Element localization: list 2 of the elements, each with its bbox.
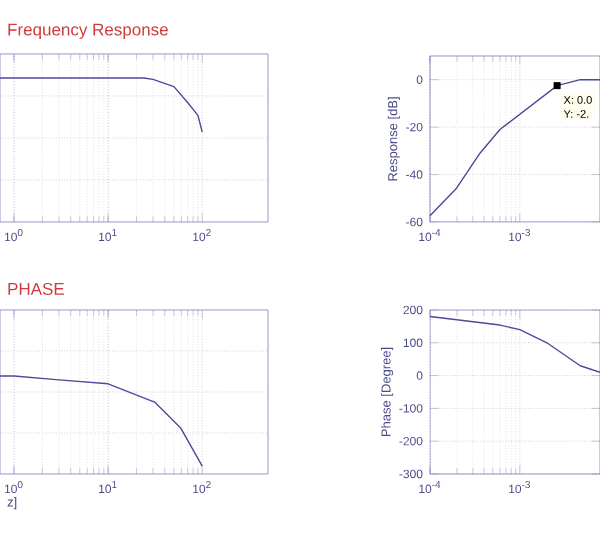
chart-title: PHASE — [8, 282, 64, 295]
chart-title: Frequency Response — [8, 23, 168, 39]
